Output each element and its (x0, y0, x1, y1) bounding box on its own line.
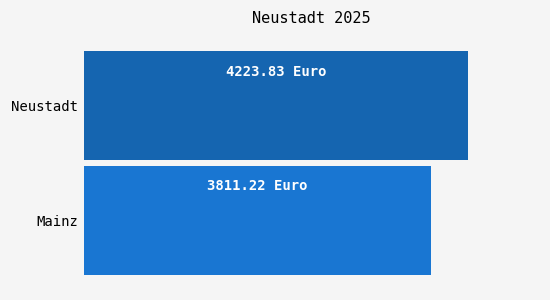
Text: 4223.83 Euro: 4223.83 Euro (226, 64, 326, 79)
Bar (84, 51, 468, 160)
Title: Neustadt 2025: Neustadt 2025 (252, 11, 371, 26)
Bar (84, 166, 431, 274)
Text: 3811.22 Euro: 3811.22 Euro (207, 179, 307, 193)
